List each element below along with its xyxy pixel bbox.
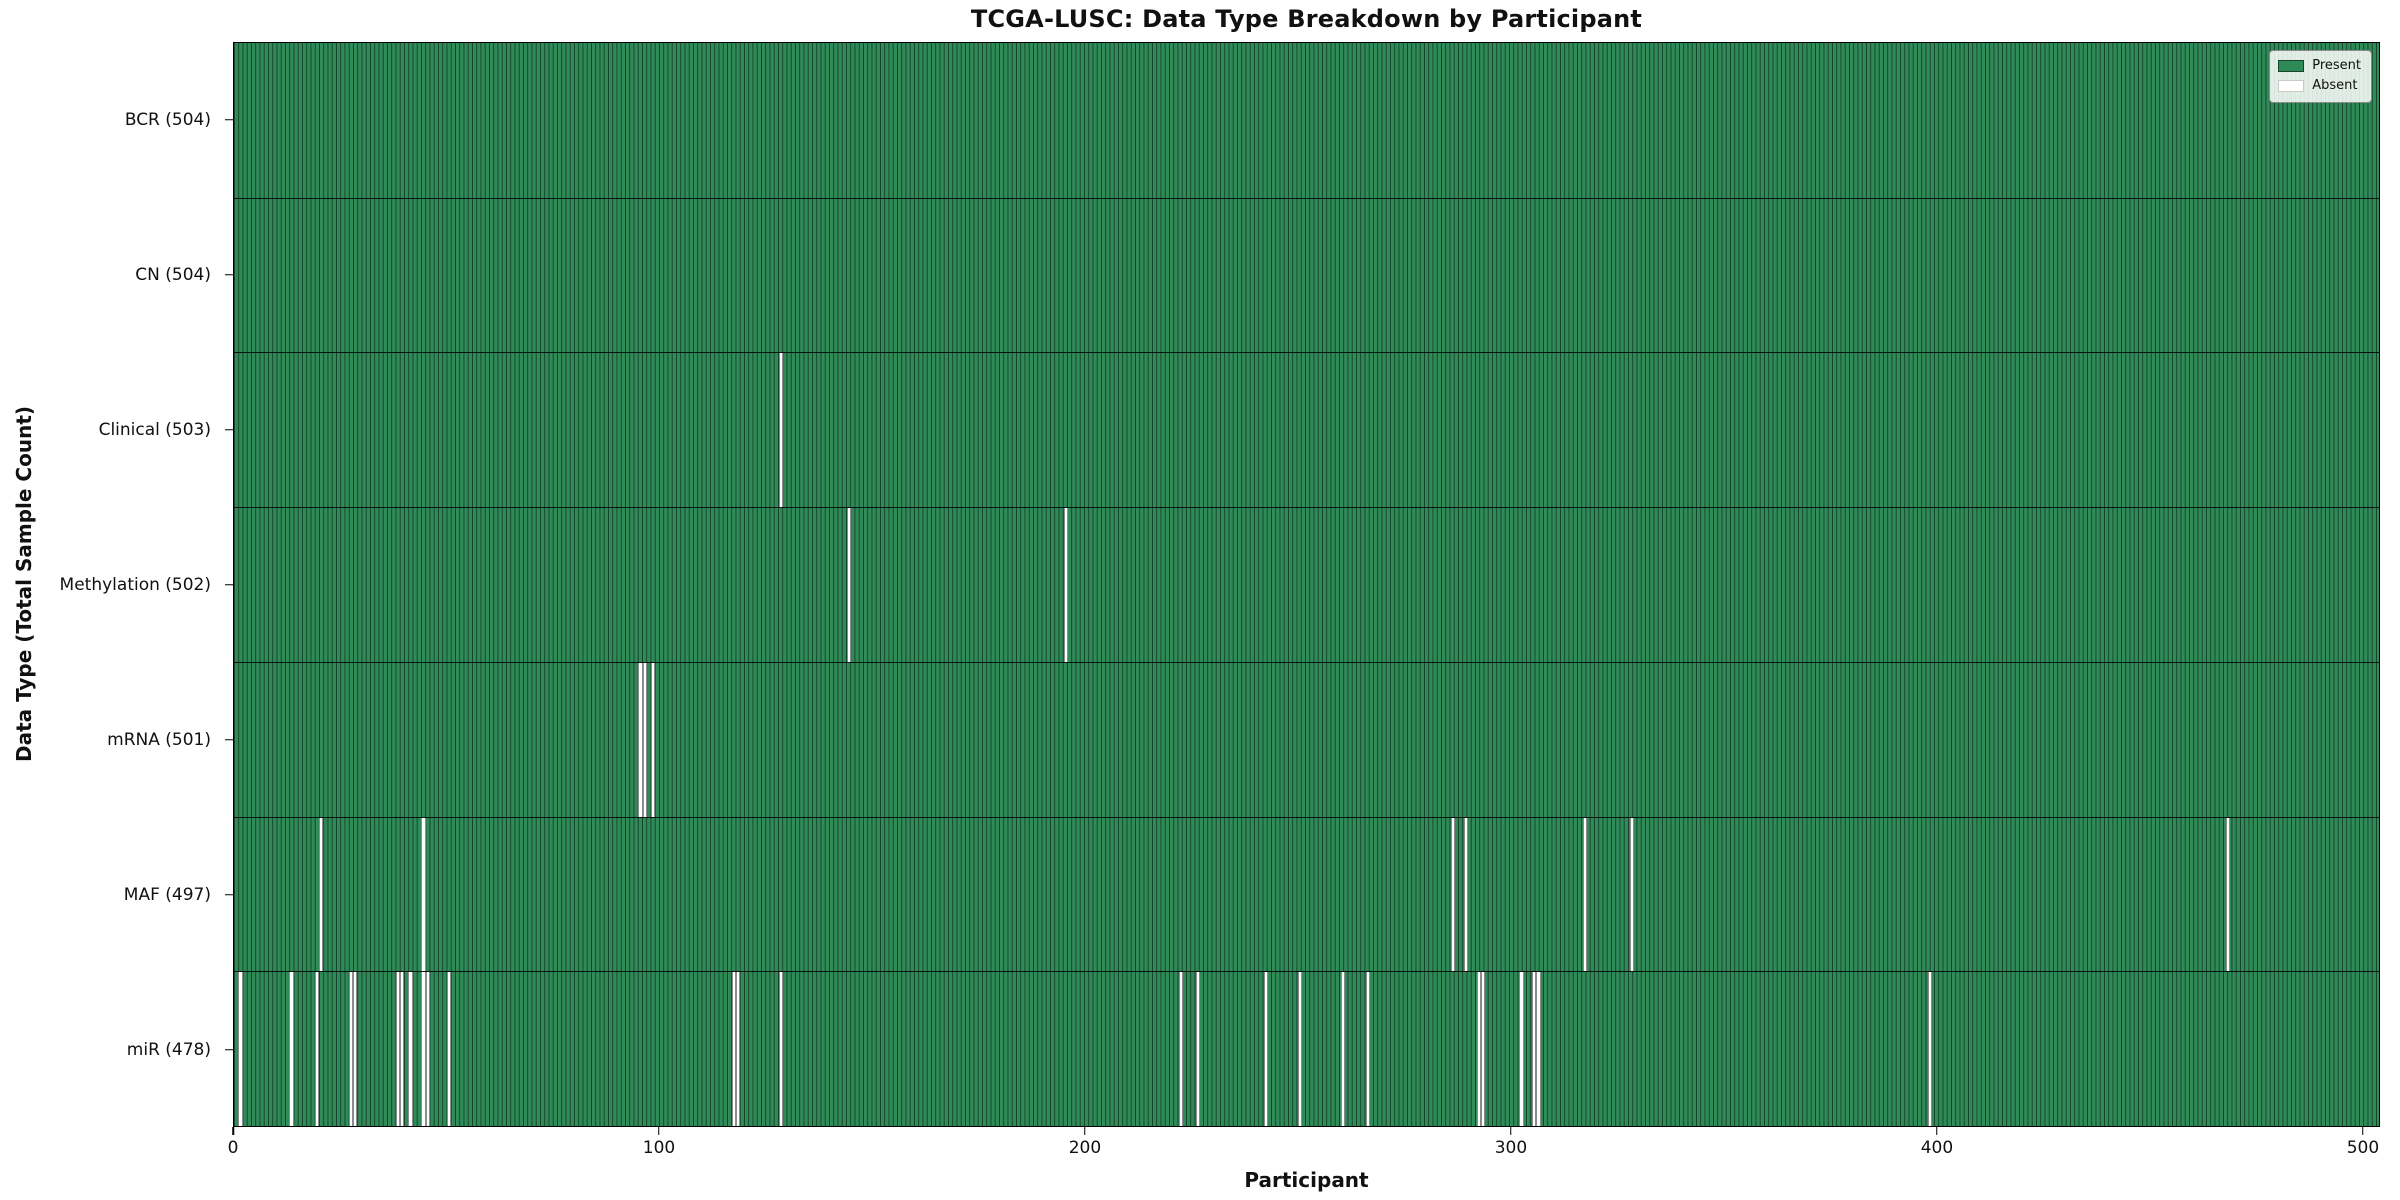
absent-gap [1476,972,1481,1126]
xtick-label-100: 100 [642,1138,676,1158]
absent-gap [399,972,405,1126]
absent-gap [778,353,783,508]
xtick-label-500: 500 [2346,1138,2380,1158]
y-axis-label: Data Type (Total Sample Count) [12,405,36,763]
absent-gap [446,972,452,1126]
legend-item-present: Present [2278,56,2361,76]
absent-gap [1263,972,1269,1126]
ytick-mark [225,893,233,896]
absent-gap [353,972,358,1126]
xtick-label-0: 0 [227,1138,239,1158]
absent-gap [319,817,324,972]
absent-gap [778,972,783,1126]
absent-gap [1532,972,1537,1126]
row-cn [234,197,2379,353]
ytick-mark [225,738,233,741]
absent-gap [1519,972,1524,1126]
absent-gap [1927,972,1933,1126]
x-axis: 0 100 200 300 400 500 [0,1127,2400,1167]
xtick-mark [2362,1127,2364,1135]
legend-label-present: Present [2312,58,2361,73]
row-mrna [234,661,2379,817]
absent-gap [2225,817,2231,972]
chart-title: TCGA-LUSC: Data Type Breakdown by Partic… [970,5,1643,33]
absent-gap [731,972,737,1126]
absent-gap [421,817,426,972]
row-mir [234,971,2379,1126]
absent-gap [408,972,413,1126]
absent-gap [289,972,294,1126]
absent-gap [238,972,243,1126]
absent-gap [1178,972,1184,1126]
xtick-label-200: 200 [1068,1138,1102,1158]
ytick-mark [225,118,233,121]
xtick-mark [1936,1127,1938,1135]
absent-gap [1463,817,1469,972]
absent-gap [1340,972,1345,1126]
absent-gap [1480,972,1486,1126]
xtick-label-400: 400 [1920,1138,1954,1158]
absent-gap [1366,972,1371,1126]
ytick-label-cn: CN (504) [135,264,211,285]
absent-gap [1583,817,1588,972]
xtick-mark [232,1127,234,1135]
ytick-mark [225,273,233,276]
ytick-mark [225,583,233,586]
absent-gap [395,972,400,1126]
absent-gap [642,662,647,817]
ytick-label-mrna: mRNA (501) [107,729,211,750]
xtick-mark [1084,1127,1086,1135]
absent-gap [1629,817,1635,972]
absent-gap [736,972,741,1126]
plot-area: Present Absent [233,42,2380,1127]
ytick-mark [225,1048,233,1051]
absent-gap [1063,508,1069,662]
absent-gap [846,508,852,662]
ytick-label-maf: MAF (497) [123,884,211,905]
absent-gap [425,972,430,1126]
ytick-label-clinical: Clinical (503) [98,419,211,440]
present-swatch-icon [2278,60,2305,73]
xtick-mark [1510,1127,1512,1135]
xtick-mark [658,1127,660,1135]
ytick-label-methylation: Methylation (502) [59,574,211,595]
ytick-label-bcr: BCR (504) [124,109,211,130]
x-axis-label: Participant [1244,1168,1369,1192]
absent-gap [1297,972,1303,1126]
absent-gap [651,662,656,817]
absent-gap [1195,972,1201,1126]
absent-gap [1536,972,1541,1126]
absent-gap [1451,817,1456,972]
row-methylation [234,507,2379,662]
row-bcr [234,43,2379,198]
ytick-mark [225,428,233,431]
ytick-label-mir: miR (478) [126,1039,211,1060]
legend: Present Absent [2269,50,2372,104]
absent-gap [638,662,643,817]
legend-label-absent: Absent [2312,78,2358,94]
absent-swatch-icon [2278,80,2305,93]
y-axis: BCR (504) CN (504) Clinical (503) Methylati… [0,42,233,1127]
absent-gap [348,972,354,1126]
row-maf [234,816,2379,972]
absent-gap [421,972,426,1126]
absent-gap [314,972,320,1126]
xtick-label-300: 300 [1494,1138,1528,1158]
row-clinical [234,352,2379,508]
legend-item-absent: Absent [2278,76,2361,96]
